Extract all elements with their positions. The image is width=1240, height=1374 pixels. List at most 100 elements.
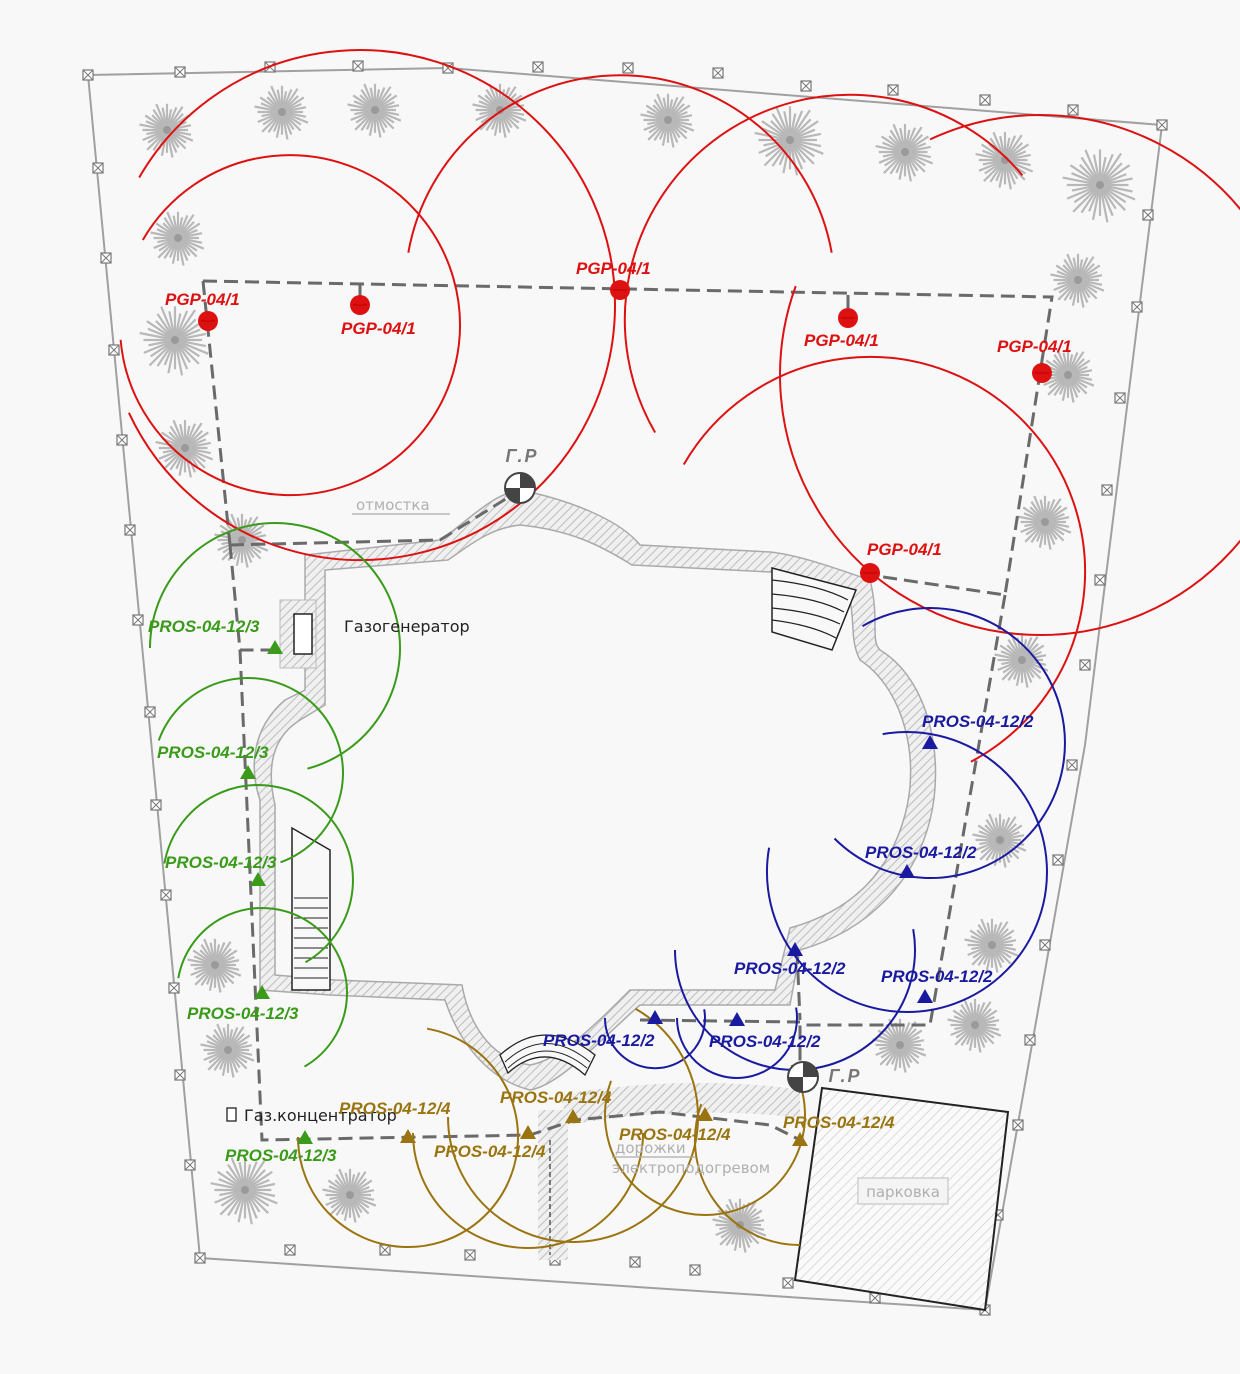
valve-box-top	[504, 472, 536, 504]
pgp-coverage-arc	[407, 74, 833, 253]
boundary-post	[174, 66, 186, 78]
sprinkler-label-pros3: PROS-04-12/3	[187, 1004, 299, 1023]
sprinkler-label-pros4: PROS-04-12/4	[339, 1099, 451, 1118]
sprinkler-label-pros3: PROS-04-12/3	[148, 617, 260, 636]
pros3-coverage-arc	[149, 521, 401, 770]
tree-icon	[347, 83, 402, 138]
tree-icon	[1050, 253, 1105, 308]
boundary-post	[194, 1252, 206, 1264]
boundary-post	[800, 80, 812, 92]
boundary-post	[1142, 209, 1154, 221]
tree-icon	[322, 1168, 377, 1223]
boundary-post	[1067, 104, 1079, 116]
tree-icon	[947, 998, 1002, 1053]
pros3-coverage-arc	[157, 677, 344, 864]
tree-icon	[754, 106, 824, 176]
rotor-head-icon	[610, 280, 630, 300]
boundary-post	[1012, 1119, 1024, 1131]
pros2-coverage-arc	[603, 1009, 706, 1070]
tree-icon	[210, 1157, 278, 1225]
tree-icon	[975, 131, 1034, 190]
sprinkler-label-pros4: PROS-04-12/4	[783, 1113, 895, 1132]
gas-generator-label: Газогенератор	[344, 617, 470, 636]
sprinkler-label-pros4: PROS-04-12/4	[619, 1125, 731, 1144]
tree-icon	[155, 419, 214, 478]
sprinkler-label-pros2: PROS-04-12/2	[709, 1032, 821, 1051]
boundary-post	[168, 982, 180, 994]
gas-generator-block	[279, 599, 317, 669]
tree-icon	[1017, 495, 1072, 550]
boundary-post	[100, 252, 112, 264]
pgp-coverage-arc	[682, 355, 1087, 763]
boundary-post	[1101, 484, 1113, 496]
boundary-post	[532, 61, 544, 73]
boundary-post	[144, 706, 156, 718]
tree-icon	[875, 123, 934, 182]
spray-head-icon	[787, 942, 803, 956]
sprinkler-label-pros2: PROS-04-12/2	[881, 967, 993, 986]
otmostka-label: отмостка	[356, 496, 430, 514]
boundary-post	[1079, 659, 1091, 671]
pgp-coverage-arc	[623, 93, 1024, 433]
boundary-post	[1094, 574, 1106, 586]
sprinkler-label-pgp: PGP-04/1	[165, 290, 240, 309]
boundary-post	[1114, 392, 1126, 404]
boundary-post	[352, 60, 364, 72]
valve-box-bottom	[787, 1061, 819, 1093]
pros4-coverage-arc	[412, 1132, 644, 1249]
pros4-coverage-arc	[604, 1064, 806, 1216]
sprinkler-label-pros3: PROS-04-12/3	[225, 1146, 337, 1165]
gas-concentrator-box	[226, 1107, 237, 1122]
boundary-post	[782, 1277, 794, 1289]
boundary-post	[160, 889, 172, 901]
rotor-head-icon	[198, 311, 218, 331]
spray-head-icon	[520, 1125, 536, 1139]
boundary-post	[150, 799, 162, 811]
pgp-coverage-arc	[779, 114, 1240, 636]
sprinkler-heads	[198, 280, 1052, 1146]
spray-head-icon	[267, 640, 283, 654]
boundary-post	[82, 69, 94, 81]
tree-group	[139, 83, 1136, 1253]
site-boundary	[82, 60, 1168, 1316]
pros4-coverage-arc	[297, 1027, 519, 1249]
sprinkler-label-pros4: PROS-04-12/4	[434, 1142, 546, 1161]
paths-label-line2: электроподогревом	[612, 1159, 770, 1177]
spray-head-icon	[917, 989, 933, 1003]
boundary-post	[712, 67, 724, 79]
stairs-south	[499, 1034, 596, 1077]
spray-head-icon	[647, 1010, 663, 1024]
pgp-coverage-arc	[119, 154, 461, 497]
spray-head-icon	[792, 1132, 808, 1146]
pros2-labels: PROS-04-12/2 PROS-04-12/2 PROS-04-12/2 P…	[543, 712, 1034, 1051]
spray-head-icon	[254, 985, 270, 999]
boundary-post	[132, 614, 144, 626]
spray-head-icon	[922, 735, 938, 749]
sprinkler-label-pros2: PROS-04-12/2	[922, 712, 1034, 731]
pros2-coverage-arc	[833, 607, 1066, 880]
boundary-post	[116, 434, 128, 446]
pgp-coverage-arc	[127, 49, 616, 562]
boundary-post	[1131, 301, 1143, 313]
sprinkler-label-pgp: PGP-04/1	[997, 337, 1072, 356]
pros3-coverage-arc	[163, 784, 354, 964]
pros2-coverage-arc	[676, 1007, 798, 1079]
boundary-post	[184, 1159, 196, 1171]
valve-box-bottom-label: Г.Р	[829, 1066, 862, 1086]
pgp-labels: PGP-04/1 PGP-04/1 PGP-04/1 PGP-04/1 PGP-…	[165, 259, 1072, 559]
boundary-post	[1039, 939, 1051, 951]
boundary-post	[174, 1069, 186, 1081]
tree-icon	[964, 918, 1019, 973]
sprinkler-coverage	[119, 49, 1240, 1249]
boundary-post	[1024, 1034, 1036, 1046]
tree-icon	[139, 103, 194, 158]
sprinkler-label-pros2: PROS-04-12/2	[734, 959, 846, 978]
house-foundation	[253, 489, 937, 1091]
sprinkler-label-pgp: PGP-04/1	[804, 331, 879, 350]
gas-concentrator-label: Газ.концентратор	[244, 1106, 397, 1125]
boundary-post	[622, 62, 634, 74]
spray-head-icon	[240, 765, 256, 779]
tree-icon	[1040, 348, 1095, 403]
tree-icon	[994, 633, 1049, 688]
tree-icon	[254, 85, 309, 140]
